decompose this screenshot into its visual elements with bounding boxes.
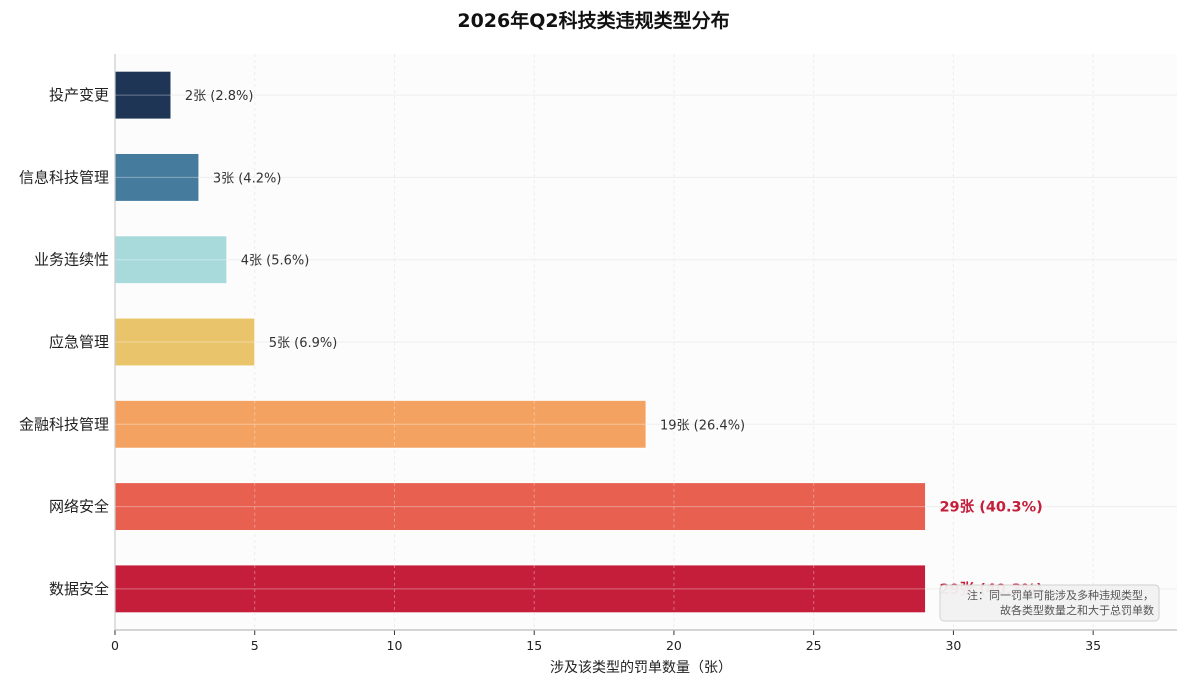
note-box: 注：同一罚单可能涉及多种违规类型，故各类型数量之和大于总罚单数 (939, 584, 1160, 622)
bars (114, 70, 926, 614)
x-tick-label: 10 (387, 638, 403, 653)
x-tick-label: 25 (806, 638, 822, 653)
value-label: 4张 (5.6%) (241, 254, 310, 269)
category-label: 信息科技管理 (19, 168, 109, 186)
note-background (939, 584, 1160, 622)
value-label: 2张 (2.8%) (185, 89, 254, 104)
bar (114, 153, 200, 202)
axes: 0 5 10 15 20 25 30 35 投产变更信息科技管理业务连续性应急管理金融科技管理网… (19, 54, 1177, 653)
bar (114, 400, 647, 449)
category-label: 金融科技管理 (19, 415, 109, 433)
overlay-grid (115, 94, 926, 613)
bar (114, 235, 228, 284)
x-tick-label: 15 (526, 638, 542, 653)
x-axis-label: 涉及该类型的罚单数量（张） (550, 660, 732, 676)
category-label: 网络安全 (49, 498, 109, 516)
category-label: 投产变更 (49, 86, 109, 104)
x-tick-label: 5 (251, 638, 259, 653)
x-tick-label: 20 (666, 638, 682, 653)
value-label: 29张 (40.3%) (939, 499, 1042, 516)
value-label: 5张 (6.9%) (269, 336, 338, 351)
category-label: 应急管理 (49, 333, 109, 351)
chart-title: 2026年Q2科技类违规类型分布 (457, 10, 730, 32)
note-line: 故各类型数量之和大于总罚单数 (1000, 603, 1154, 617)
bar (114, 317, 256, 367)
category-label: 业务连续性 (34, 251, 109, 269)
bar (114, 482, 926, 531)
x-tick-label: 35 (1085, 638, 1101, 653)
value-label: 3张 (4.2%) (213, 171, 282, 186)
x-tick-label: 30 (945, 638, 961, 653)
category-label: 数据安全 (49, 580, 109, 598)
bar (114, 564, 926, 614)
x-tick-label: 0 (111, 638, 119, 653)
note-line: 注：同一罚单可能涉及多种违规类型， (967, 588, 1154, 602)
value-label: 19张 (26.4%) (660, 418, 745, 433)
